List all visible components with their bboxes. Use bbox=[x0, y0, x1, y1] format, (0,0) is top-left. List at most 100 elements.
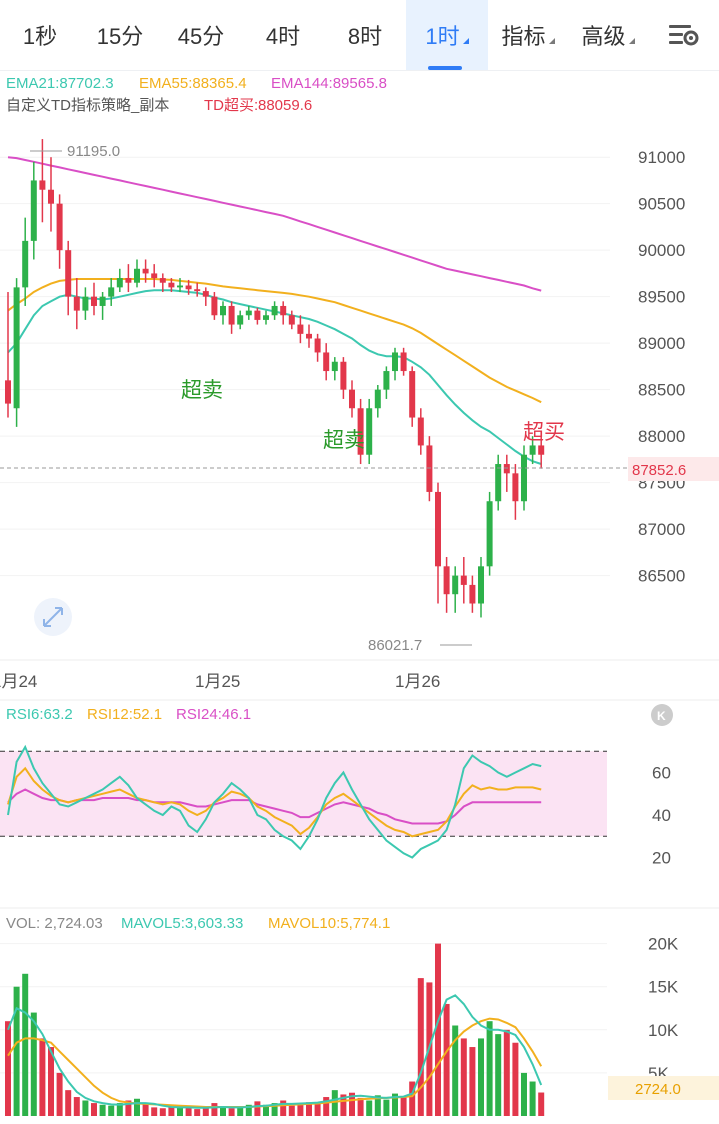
chart-settings-button[interactable] bbox=[648, 0, 718, 70]
current-price-tag bbox=[628, 457, 719, 481]
expand-chart-icon[interactable] bbox=[34, 598, 72, 636]
candle-body bbox=[220, 305, 226, 316]
candle-body bbox=[478, 566, 484, 604]
oversold-signal: 超卖 bbox=[323, 429, 365, 452]
candle-body bbox=[151, 273, 158, 279]
candle-body bbox=[211, 296, 218, 316]
volume-bar bbox=[452, 1025, 459, 1116]
candle-body bbox=[443, 566, 450, 595]
volume-bar bbox=[91, 1103, 97, 1116]
volume-bar bbox=[116, 1103, 123, 1116]
volume-bar bbox=[400, 1097, 407, 1116]
volume-bar bbox=[280, 1100, 287, 1116]
tab-label: 指标 bbox=[501, 24, 546, 49]
ema144-line bbox=[7, 156, 542, 292]
volume-bar bbox=[366, 1100, 373, 1116]
volume-bar bbox=[271, 1103, 278, 1116]
chart-area[interactable]: EMA21:87702.3 EMA55:88365.4 EMA144:89565… bbox=[0, 70, 719, 1124]
candle-body bbox=[159, 278, 166, 283]
candle-body bbox=[271, 305, 278, 316]
candle-body bbox=[383, 371, 390, 390]
dropdown-triangle-icon bbox=[462, 38, 469, 44]
price-tick-label: 86500 bbox=[638, 567, 685, 586]
volume-bar bbox=[409, 1081, 416, 1116]
candle-body bbox=[202, 291, 209, 297]
tab-4h[interactable]: 4时 bbox=[242, 0, 324, 70]
candle-body bbox=[409, 371, 416, 418]
volume-bar bbox=[134, 1098, 140, 1116]
candle-body bbox=[366, 408, 373, 455]
price-tick-label: 91000 bbox=[638, 148, 685, 167]
rsi-tick-label: 60 bbox=[652, 764, 671, 783]
candle-body bbox=[99, 296, 106, 306]
candle-body bbox=[73, 296, 80, 311]
candle-body bbox=[142, 268, 149, 274]
candle-body bbox=[22, 240, 29, 288]
collapse-rsi-icon[interactable]: K bbox=[651, 704, 673, 726]
tab-15m[interactable]: 15分 bbox=[80, 0, 160, 70]
tab-45m[interactable]: 45分 bbox=[160, 0, 242, 70]
current-volume-tag bbox=[608, 1076, 719, 1100]
td-overbought-value: 88059.6 bbox=[258, 97, 312, 114]
candle-body bbox=[116, 278, 123, 288]
volume-bar bbox=[478, 1038, 484, 1116]
volume-bar bbox=[529, 1081, 536, 1116]
candle-body bbox=[185, 285, 192, 290]
candle-body bbox=[331, 361, 338, 372]
candle-body bbox=[30, 180, 37, 241]
candle-body bbox=[5, 380, 11, 404]
vol-tick-label: 10K bbox=[648, 1021, 679, 1040]
tab-1s[interactable]: 1秒 bbox=[0, 0, 80, 70]
rsi-tick-label: 40 bbox=[652, 806, 671, 825]
candle-body bbox=[168, 282, 175, 288]
volume-bar bbox=[65, 1090, 72, 1116]
tab-label: 15分 bbox=[96, 24, 144, 49]
td-overbought-label: TD超买: bbox=[204, 97, 258, 114]
rsi6-legend: RSI6:63.2 bbox=[6, 706, 73, 723]
volume-bar bbox=[168, 1106, 175, 1116]
candle-body bbox=[13, 287, 20, 409]
candle-body bbox=[125, 278, 132, 283]
candle-body bbox=[538, 445, 545, 455]
volume-bar bbox=[323, 1097, 330, 1116]
volume-bar bbox=[503, 1029, 510, 1116]
candle-body bbox=[529, 445, 536, 455]
dropdown-triangle-icon bbox=[548, 38, 555, 44]
candle-body bbox=[288, 315, 295, 325]
candle-body bbox=[237, 315, 244, 325]
indicators-dropdown[interactable]: 指标 bbox=[488, 0, 568, 70]
overbought-signal: 超买 bbox=[523, 421, 565, 444]
volume-bar bbox=[443, 1003, 450, 1116]
price-tick-label: 88000 bbox=[638, 427, 685, 446]
tab-label: 4时 bbox=[265, 24, 301, 49]
advanced-dropdown[interactable]: 高级 bbox=[568, 0, 648, 70]
candle-body bbox=[134, 268, 140, 283]
rsi-pane: 60 40 20 bbox=[0, 744, 671, 868]
candle-body bbox=[39, 180, 46, 190]
price-gridlines bbox=[0, 156, 610, 577]
volume-bar bbox=[263, 1104, 269, 1116]
svg-text:K: K bbox=[657, 709, 666, 723]
volume-bar bbox=[435, 943, 441, 1116]
tab-1h[interactable]: 1时 bbox=[406, 0, 488, 70]
candle-body bbox=[521, 454, 527, 502]
volume-bar bbox=[349, 1092, 355, 1116]
candle-body bbox=[263, 315, 269, 320]
candle-body bbox=[374, 389, 381, 409]
volume-bar bbox=[486, 1021, 493, 1116]
volume-bar bbox=[185, 1105, 192, 1116]
volume-bar bbox=[538, 1092, 545, 1116]
candle-body bbox=[357, 408, 364, 455]
candle-body bbox=[503, 464, 510, 474]
volume-bar bbox=[245, 1104, 252, 1116]
candle-body bbox=[194, 289, 201, 292]
ema55-legend: EMA55:88365.4 bbox=[139, 75, 247, 92]
candle-body bbox=[323, 352, 330, 372]
volume-bar bbox=[469, 1047, 476, 1116]
volume-bar bbox=[30, 1012, 37, 1116]
candle-body bbox=[177, 285, 183, 288]
candle-body bbox=[306, 333, 312, 339]
volume-bar bbox=[202, 1108, 209, 1116]
tab-8h[interactable]: 8时 bbox=[324, 0, 406, 70]
high-marker-label: 91195.0 bbox=[67, 143, 120, 160]
